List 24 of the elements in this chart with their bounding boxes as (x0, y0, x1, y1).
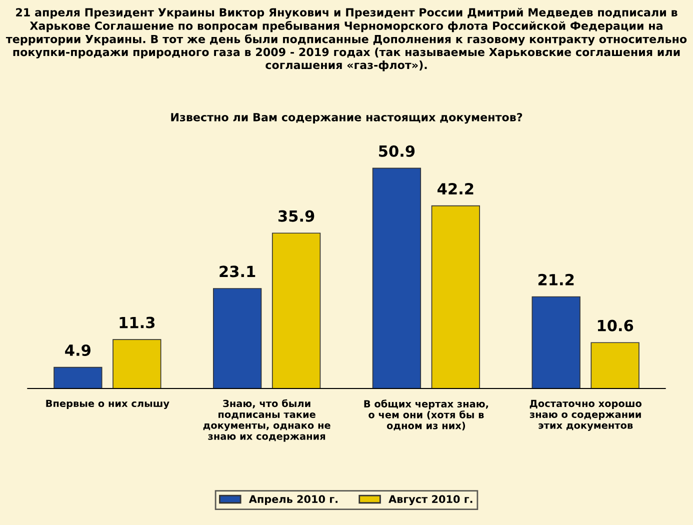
legend-label: Апрель 2010 г. (248, 495, 338, 506)
bar (532, 296, 580, 388)
x-tick-label: В общих чертах знаю, о чем они (хотя бы в одном из них) (364, 400, 488, 430)
bar (212, 288, 262, 388)
data-label: 10.6 (598, 320, 634, 332)
bar (112, 339, 162, 388)
x-tick-label: Знаю, что были подписаны такие документы, однако не знаю их содержания (203, 399, 330, 442)
data-label: 11.3 (120, 316, 155, 328)
bar (272, 232, 321, 388)
x-tick-label: Впервые о них слышу (46, 400, 170, 410)
chart-subtitle: Известно ли Вам содержание настоящих документов? (171, 112, 522, 124)
data-label: 42.2 (438, 182, 474, 194)
x-tick-label: Достаточно хорошо знаю о содержании этих документов (530, 400, 642, 431)
data-label: 23.1 (220, 266, 256, 278)
bar (54, 366, 102, 388)
data-label: 50.9 (379, 145, 415, 157)
bar (590, 342, 640, 388)
chart-title: 21 апреля Президент Украины Виктор Янукович и Президент России Дмитрий Медведев подписали в Харькове Соглашение по вопросам пребывания Черноморского флота Российской Федерации на территории Украины. В тот же день были подписанные Дополнения к газовому контракту относительно покупки-продажи природного газа в 2009 - 2019 годах (так называемые Харьковские соглашения или соглашения «газ-флот»). (6, 8, 687, 72)
data-label: 21.2 (538, 274, 574, 286)
bar (372, 168, 422, 388)
bar (431, 205, 480, 388)
data-label: 4.9 (65, 344, 90, 356)
data-label: 35.9 (278, 210, 314, 222)
legend-label: Август 2010 г. (388, 495, 472, 506)
